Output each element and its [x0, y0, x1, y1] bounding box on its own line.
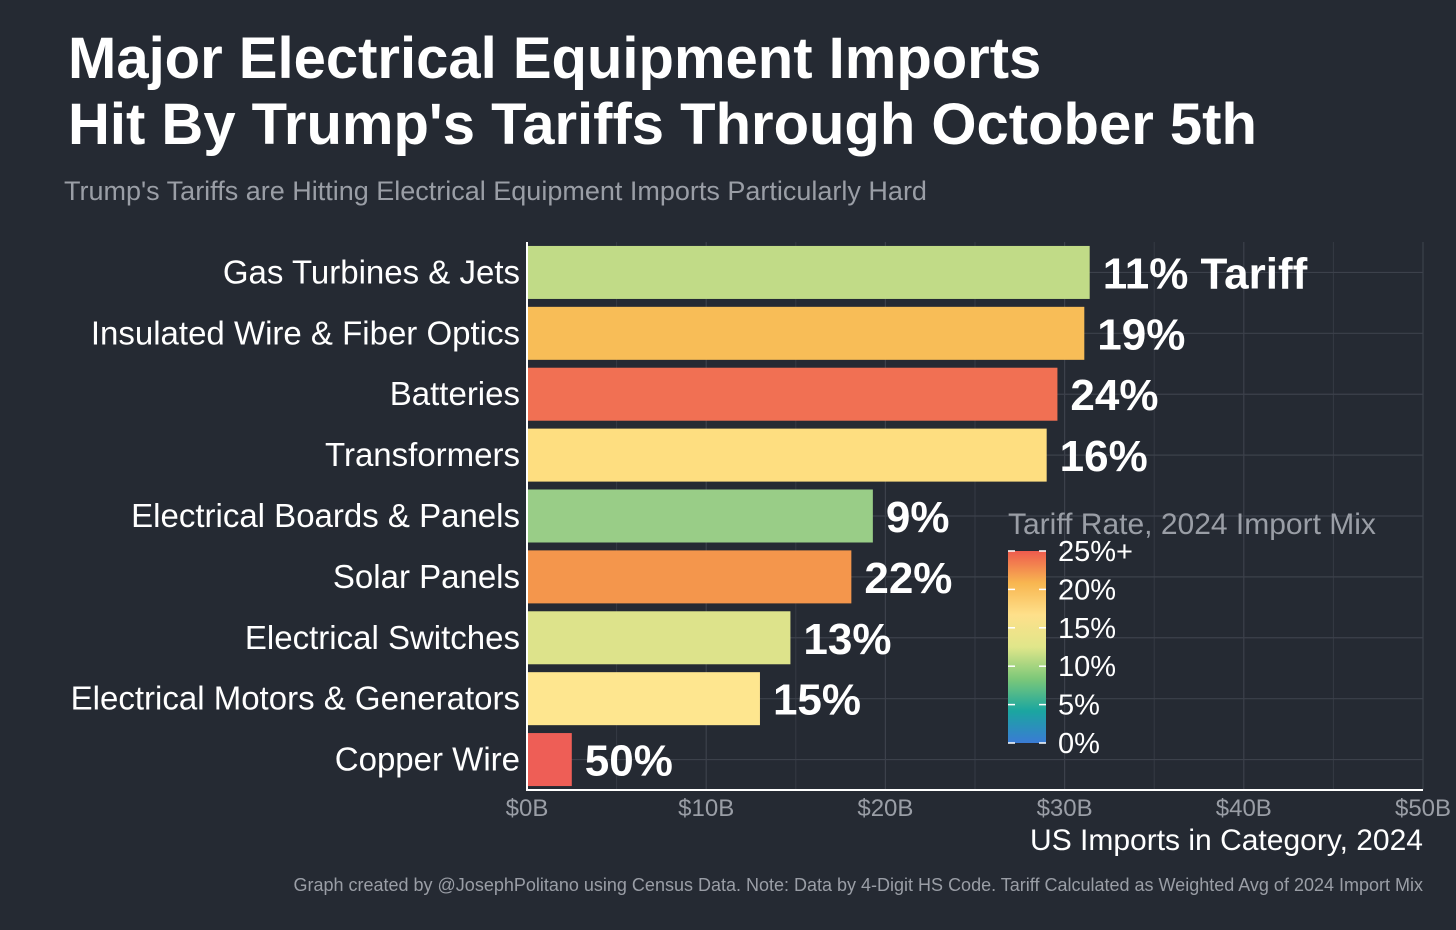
legend-color-bar [1008, 551, 1046, 743]
category-label: Transformers [325, 436, 520, 473]
bar [527, 611, 791, 665]
chart-subtitle: Trump's Tariffs are Hitting Electrical E… [64, 176, 927, 206]
bar-value-label: 19% [1097, 310, 1185, 359]
bar [527, 367, 1058, 421]
chart-title-line-2: Hit By Trump's Tariffs Through October 5… [68, 92, 1257, 157]
bar-value-label: 24% [1070, 371, 1158, 420]
legend-title: Tariff Rate, 2024 Import Mix [1008, 508, 1376, 541]
x-tick-label: $40B [1216, 795, 1272, 822]
x-tick-label: $0B [506, 795, 549, 822]
bar [527, 428, 1047, 482]
bar-value-label: 16% [1060, 432, 1148, 481]
category-label: Solar Panels [333, 558, 520, 595]
bar-value-label: 13% [803, 615, 891, 664]
source-caption: Graph created by @JosephPolitano using C… [293, 875, 1423, 895]
chart-title-line-1: Major Electrical Equipment Imports [68, 26, 1042, 91]
bar [527, 733, 572, 787]
category-label: Batteries [390, 375, 520, 412]
legend-label: 25%+ [1058, 536, 1133, 568]
bar-value-label: 22% [864, 554, 952, 603]
category-label: Electrical Boards & Panels [131, 497, 520, 534]
chart-title: Major Electrical Equipment Imports Hit B… [68, 26, 1257, 158]
category-label: Insulated Wire & Fiber Optics [91, 314, 520, 351]
bar-value-label: 9% [886, 493, 950, 542]
bar [527, 550, 852, 604]
bar [527, 672, 760, 726]
x-axis-label: US Imports in Category, 2024 [1030, 824, 1423, 857]
bar [527, 489, 873, 543]
bar-value-label: 11% Tariff [1103, 249, 1308, 298]
category-label: Electrical Motors & Generators [71, 680, 520, 717]
category-label: Gas Turbines & Jets [223, 253, 520, 290]
bar-value-label: 15% [773, 676, 861, 725]
category-label: Copper Wire [335, 741, 520, 778]
x-tick-label: $10B [678, 795, 734, 822]
bar [527, 306, 1085, 360]
legend-label: 0% [1058, 728, 1100, 760]
legend-label: 10% [1058, 651, 1116, 683]
x-tick-label: $30B [1037, 795, 1093, 822]
x-tick-label: $20B [857, 795, 913, 822]
legend-label: 5% [1058, 690, 1100, 722]
legend-label: 20% [1058, 574, 1116, 606]
bar [527, 245, 1090, 299]
x-tick-label: $50B [1395, 795, 1451, 822]
bar-value-label: 50% [585, 737, 673, 786]
legend-label: 15% [1058, 613, 1116, 645]
category-label: Electrical Switches [245, 619, 520, 656]
